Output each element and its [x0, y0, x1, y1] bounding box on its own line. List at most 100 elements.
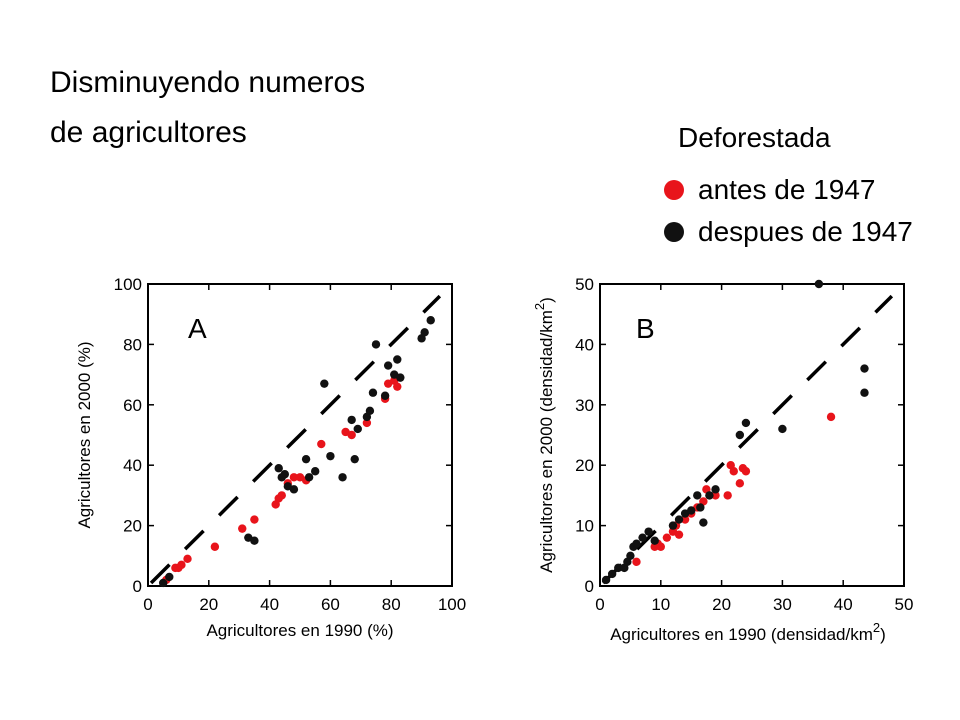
x-tick-label: 100 [438, 595, 466, 614]
legend-marker-red [664, 180, 684, 200]
data-point-red [277, 491, 286, 500]
data-point-red [183, 554, 192, 564]
data-point-black [420, 328, 429, 337]
x-axis-label: Agricultores en 1990 (%) [206, 621, 393, 640]
y-axis-label: Agricultores en 2000 (%) [75, 341, 94, 528]
legend-marker-black [664, 222, 684, 242]
data-point-black [165, 572, 174, 582]
x-tick-label: 50 [895, 595, 914, 614]
data-point-black [696, 503, 705, 512]
data-point-red [177, 560, 186, 570]
y-tick-label: 100 [114, 275, 142, 294]
data-point-black [380, 391, 390, 400]
y-axis-label-end: ) [537, 297, 556, 303]
data-point-red [210, 542, 220, 551]
y-tick-label: 20 [123, 517, 142, 536]
x-tick-label: 20 [199, 595, 218, 614]
y-axis-label-sup: 2 [532, 303, 547, 310]
data-point-black [347, 415, 356, 425]
data-point-black [711, 485, 720, 494]
data-point-black [365, 406, 375, 416]
data-point-black [860, 388, 869, 397]
data-point-black [320, 379, 329, 388]
data-point-black [650, 536, 659, 545]
x-axis-label: Agricultores en 1990 (densidad/km2) [610, 620, 886, 644]
plot-frame-A [147, 283, 453, 587]
data-point-black [626, 551, 635, 560]
y-tick-label: 60 [123, 396, 142, 415]
data-point-red [347, 430, 356, 440]
y-tick-label: 0 [133, 577, 142, 596]
data-point-black [326, 451, 335, 461]
x-axis-label-end: ) [880, 625, 886, 644]
x-tick-label: 30 [773, 595, 792, 614]
data-point-black [383, 361, 393, 370]
reference-line-1to1 [601, 294, 894, 585]
data-point-red [317, 439, 326, 449]
y-tick-label: 50 [575, 275, 594, 294]
data-point-red [729, 467, 738, 476]
data-point-black [426, 316, 435, 325]
data-point-red [741, 467, 751, 476]
data-point-red [362, 418, 372, 428]
legend-item-antes: antes de 1947 [664, 174, 876, 206]
data-point-black [632, 539, 641, 548]
data-point-red [250, 515, 259, 524]
data-point-black [159, 578, 168, 588]
data-point-red [662, 533, 672, 542]
y-tick-label: 10 [575, 517, 594, 536]
data-point-black [614, 563, 623, 573]
data-point-black [301, 454, 311, 464]
legend-label-antes: antes de 1947 [698, 174, 876, 205]
data-point-black [338, 473, 347, 482]
title-line-1: Disminuyendo numeros [50, 66, 366, 99]
data-point-black [705, 491, 714, 500]
data-point-black [735, 430, 745, 440]
x-tick-label: 80 [382, 595, 401, 614]
x-tick-label: 40 [834, 595, 853, 614]
data-point-black [814, 279, 824, 289]
data-point-red [289, 473, 299, 482]
x-tick-label: 10 [651, 595, 670, 614]
title-line-2: de agricultores [50, 116, 247, 149]
panel-label-A: A [188, 313, 207, 344]
data-point-black [311, 467, 320, 476]
data-point-red [393, 382, 402, 391]
data-point-red [680, 515, 690, 524]
data-point-black [638, 533, 647, 542]
x-tick-label: 20 [712, 595, 731, 614]
data-point-black [396, 373, 405, 382]
y-tick-label: 30 [575, 396, 594, 415]
data-point-red [826, 412, 836, 422]
data-point-black [274, 464, 283, 473]
data-point-black [289, 485, 299, 494]
data-point-black [741, 418, 751, 428]
legend-title: Deforestada [678, 122, 831, 153]
x-tick-label: 0 [595, 595, 604, 614]
y-tick-label: 0 [585, 577, 594, 596]
data-point-red [723, 491, 732, 500]
data-point-red [674, 530, 684, 539]
data-point-black [350, 454, 359, 464]
data-point-black [607, 569, 617, 579]
data-point-black [250, 536, 259, 545]
panel-label-B: B [636, 313, 655, 344]
y-tick-label: 40 [575, 335, 594, 354]
y-tick-label: 80 [123, 335, 142, 354]
data-point-red [735, 479, 745, 488]
data-point-black [371, 340, 381, 349]
data-point-red [238, 524, 247, 533]
data-point-black [699, 518, 708, 527]
legend-item-despues: despues de 1947 [664, 216, 913, 248]
y-tick-label: 20 [575, 456, 594, 475]
data-point-black [644, 527, 653, 536]
data-point-black [687, 506, 696, 515]
data-point-black [601, 575, 611, 585]
data-point-black [353, 424, 362, 434]
data-point-black [393, 355, 402, 364]
x-tick-label: 60 [321, 595, 340, 614]
data-point-black [304, 473, 314, 482]
plot-frame-B [599, 283, 905, 587]
y-tick-label: 40 [123, 456, 142, 475]
